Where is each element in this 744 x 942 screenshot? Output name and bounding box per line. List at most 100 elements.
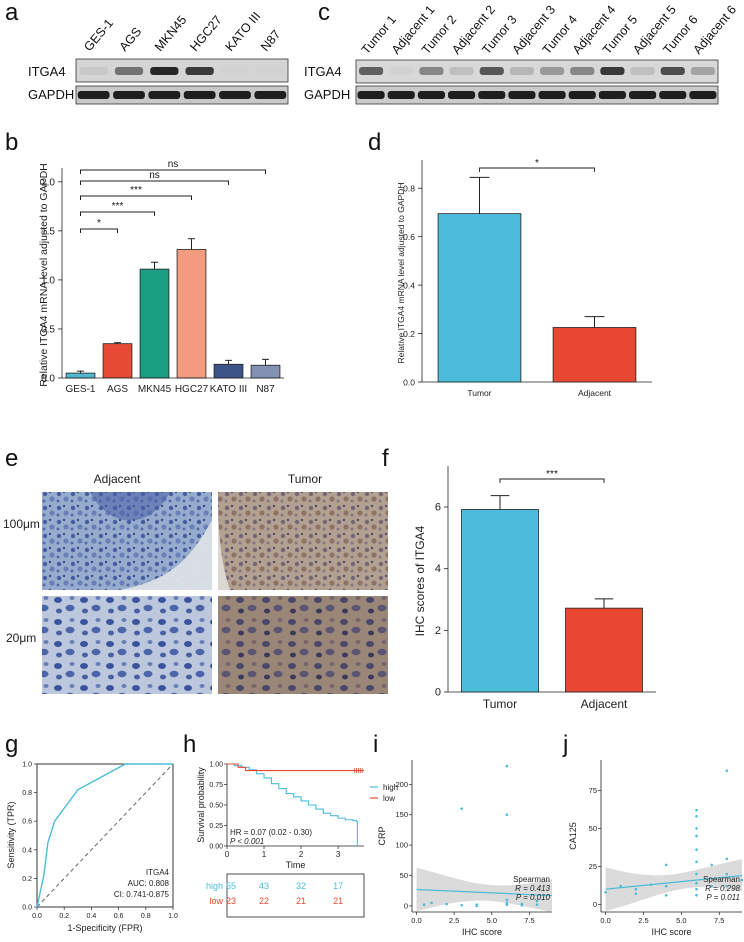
x-tick-label: Tumor <box>467 388 491 398</box>
blot-band-itga4 <box>359 67 384 75</box>
x-tick-label: Adjacent <box>578 388 612 398</box>
x-axis-title: IHC score <box>462 927 502 937</box>
blot-band-itga4 <box>540 67 565 75</box>
bar <box>213 363 244 379</box>
spearman-annotation: Spearman <box>703 875 740 884</box>
legend-label-high: high <box>383 783 398 792</box>
data-point <box>695 808 698 812</box>
y-tick-label: 0.5 <box>41 324 55 335</box>
y-tick-label: 1.0 <box>22 762 32 769</box>
data-point <box>445 902 448 906</box>
x-tick-label: 2.5 <box>638 916 648 925</box>
data-point <box>695 834 698 838</box>
blot-band-gapdh <box>387 91 415 99</box>
histo-col-tumor: Tumor <box>288 472 322 486</box>
y-axis-title: CRP <box>377 826 387 845</box>
x-tick-label: 0.0 <box>32 913 42 920</box>
y-tick-label: 0 <box>593 900 597 909</box>
blot-band-itga4 <box>150 67 179 75</box>
blot-band-itga4 <box>509 67 534 75</box>
blot-band-gapdh <box>77 91 110 99</box>
data-point <box>695 872 698 876</box>
blot-lane-label: KATO III <box>223 9 264 54</box>
x-axis-title: 1-Specificity (FPR) <box>67 923 142 933</box>
regression-line <box>605 874 743 890</box>
y-tick-label: 0.6 <box>403 232 415 242</box>
blot-a-row-itga4: ITGA4 <box>28 64 66 79</box>
blot-band-gapdh <box>219 91 251 99</box>
x-tick-label: 2 <box>299 850 304 859</box>
blot-lane-label: MKN45 <box>152 13 190 54</box>
spearman-annotation: R = 0.413 <box>515 884 550 893</box>
bar <box>552 327 637 383</box>
regression-line <box>416 888 553 897</box>
blot-band-itga4 <box>220 67 250 75</box>
blot-lane-label: N87 <box>258 27 283 54</box>
data-point <box>460 904 463 907</box>
blot-band-itga4 <box>79 67 108 75</box>
significance-bracket <box>80 169 266 174</box>
y-tick-label: 0 <box>435 687 441 699</box>
data-point <box>505 898 509 902</box>
bar <box>102 343 133 379</box>
data-point <box>695 827 698 830</box>
significance-bracket <box>80 228 118 233</box>
y-axis-title: Relative ITGA4 mRNA level adjusted to GA… <box>396 183 406 364</box>
blot-band-itga4 <box>185 67 214 75</box>
bar <box>139 268 170 379</box>
blot-band-gapdh <box>538 91 566 99</box>
y-tick-label: 1.5 <box>41 226 55 237</box>
blot-band-itga4 <box>690 67 715 75</box>
y-tick-label: 50 <box>589 824 597 833</box>
y-tick-label: 100 <box>395 841 408 850</box>
histo-adjacent-100um <box>42 492 212 590</box>
blot-c-row-gapdh: GAPDH <box>304 87 350 102</box>
x-tick-label: GES-1 <box>65 384 95 395</box>
data-point <box>634 892 638 896</box>
y-tick-label: 50 <box>400 871 408 880</box>
risk-count: 22 <box>259 896 269 906</box>
data-point <box>695 848 698 851</box>
panel-label-g: g <box>5 731 18 758</box>
blot-a-gapdh-strip <box>75 85 289 105</box>
data-point <box>695 814 698 818</box>
spearman-annotation: P = 0.010 <box>516 893 551 902</box>
panel-label-d: d <box>368 129 381 156</box>
y-tick-label: 0.0 <box>403 378 415 388</box>
y-axis-title: Sensitivity (TPR) <box>6 801 16 868</box>
significance-bracket <box>479 167 595 172</box>
x-tick-label: 5.0 <box>487 916 497 925</box>
roc-annotation: AUC: 0.808 <box>128 879 170 888</box>
significance-label: *** <box>130 185 142 196</box>
significance-label: ns <box>149 170 160 181</box>
data-point <box>725 884 729 888</box>
risk-count: 43 <box>259 881 269 891</box>
panel-label-f: f <box>382 445 389 472</box>
panel-label-j: j <box>562 731 568 758</box>
blot-c-gapdh-strip <box>355 85 719 105</box>
x-tick-label: Adjacent <box>581 697 628 711</box>
blot-band-itga4 <box>449 67 474 75</box>
confidence-band <box>605 859 742 912</box>
chart-g-roc-curve: 0.00.0 0.2 0.2 0.4 0.4 0.6 0.6 0.8 0.8 1.0 1.0 1-Sp… <box>6 762 178 934</box>
significance-bracket <box>80 211 155 216</box>
blot-band-gapdh <box>598 91 626 99</box>
y-tick-label: 0.50 <box>209 803 223 810</box>
blot-band-itga4 <box>479 67 504 75</box>
data-point <box>725 857 729 861</box>
data-point <box>604 890 607 894</box>
data-point <box>422 903 426 907</box>
data-point <box>695 893 698 897</box>
y-tick-label: 1.00 <box>209 762 223 769</box>
x-tick-label: 7.5 <box>524 916 534 925</box>
blot-band-gapdh <box>508 91 536 99</box>
histo-tumor-100um <box>218 492 388 590</box>
y-tick-label: 0.0 <box>41 374 55 385</box>
roc-annotation: ITGA4 <box>146 868 170 877</box>
blot-lane-label: Adjacent 6 <box>690 3 739 57</box>
y-tick-label: 25 <box>589 862 597 871</box>
